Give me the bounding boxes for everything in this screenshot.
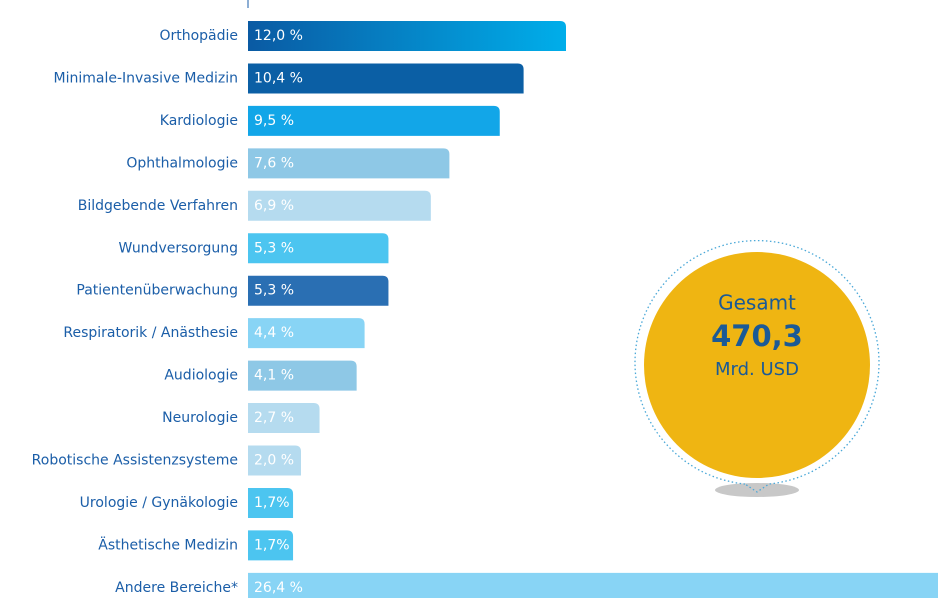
category-label: Kardiologie: [160, 113, 238, 129]
value-label: 5,3 %: [254, 283, 294, 299]
category-label: Orthopädie: [159, 28, 238, 44]
value-label: 2,0 %: [254, 453, 294, 469]
bar: [248, 233, 389, 264]
value-label: 26,4 %: [254, 580, 303, 596]
category-label: Robotische Assistenzsysteme: [32, 453, 238, 469]
bar: [248, 445, 301, 476]
bar: [248, 403, 320, 434]
value-label: 12,0 %: [254, 28, 303, 44]
bar: [248, 63, 524, 94]
category-label: Ästhetische Medizin: [98, 535, 238, 553]
value-label: 9,5 %: [254, 113, 294, 129]
value-label: 10,4 %: [254, 70, 303, 86]
bar: [248, 360, 357, 391]
bar: [248, 21, 566, 51]
bar: [248, 105, 500, 136]
bar: [248, 190, 431, 221]
bar: [248, 572, 938, 598]
category-label: Neurologie: [162, 410, 238, 426]
bubble-outline: [634, 240, 880, 493]
bar: [248, 148, 450, 179]
bar: [248, 487, 294, 518]
category-label: Minimale-Invasive Medizin: [54, 70, 238, 86]
bar: [248, 275, 389, 306]
value-label: 4,4 %: [254, 325, 294, 341]
bar: [248, 318, 365, 349]
value-label: 7,6 %: [254, 155, 294, 171]
value-label: 4,1 %: [254, 368, 294, 384]
category-label: Bildgebende Verfahren: [78, 198, 238, 214]
category-label: Wundversorgung: [118, 240, 238, 256]
shadow: [715, 483, 799, 497]
value-label: 1,7%: [254, 537, 290, 553]
total-unit: Mrd. USD: [715, 359, 799, 380]
value-label: 6,9 %: [254, 198, 294, 214]
value-label: 1,7%: [254, 495, 290, 511]
category-label: Ophthalmologie: [126, 155, 238, 171]
total-circle: [644, 252, 870, 478]
bar: [248, 530, 294, 561]
category-label: Andere Bereiche*: [115, 580, 238, 596]
category-label: Patientenüberwachung: [76, 283, 238, 299]
category-label: Audiologie: [164, 368, 238, 384]
value-label: 2,7 %: [254, 410, 294, 426]
category-label: Respiratorik / Anästhesie: [63, 325, 238, 341]
value-label: 5,3 %: [254, 240, 294, 256]
total-label: Gesamt: [718, 291, 796, 315]
category-label: Urologie / Gynäkologie: [80, 495, 238, 511]
total-value: 470,3: [711, 319, 803, 353]
